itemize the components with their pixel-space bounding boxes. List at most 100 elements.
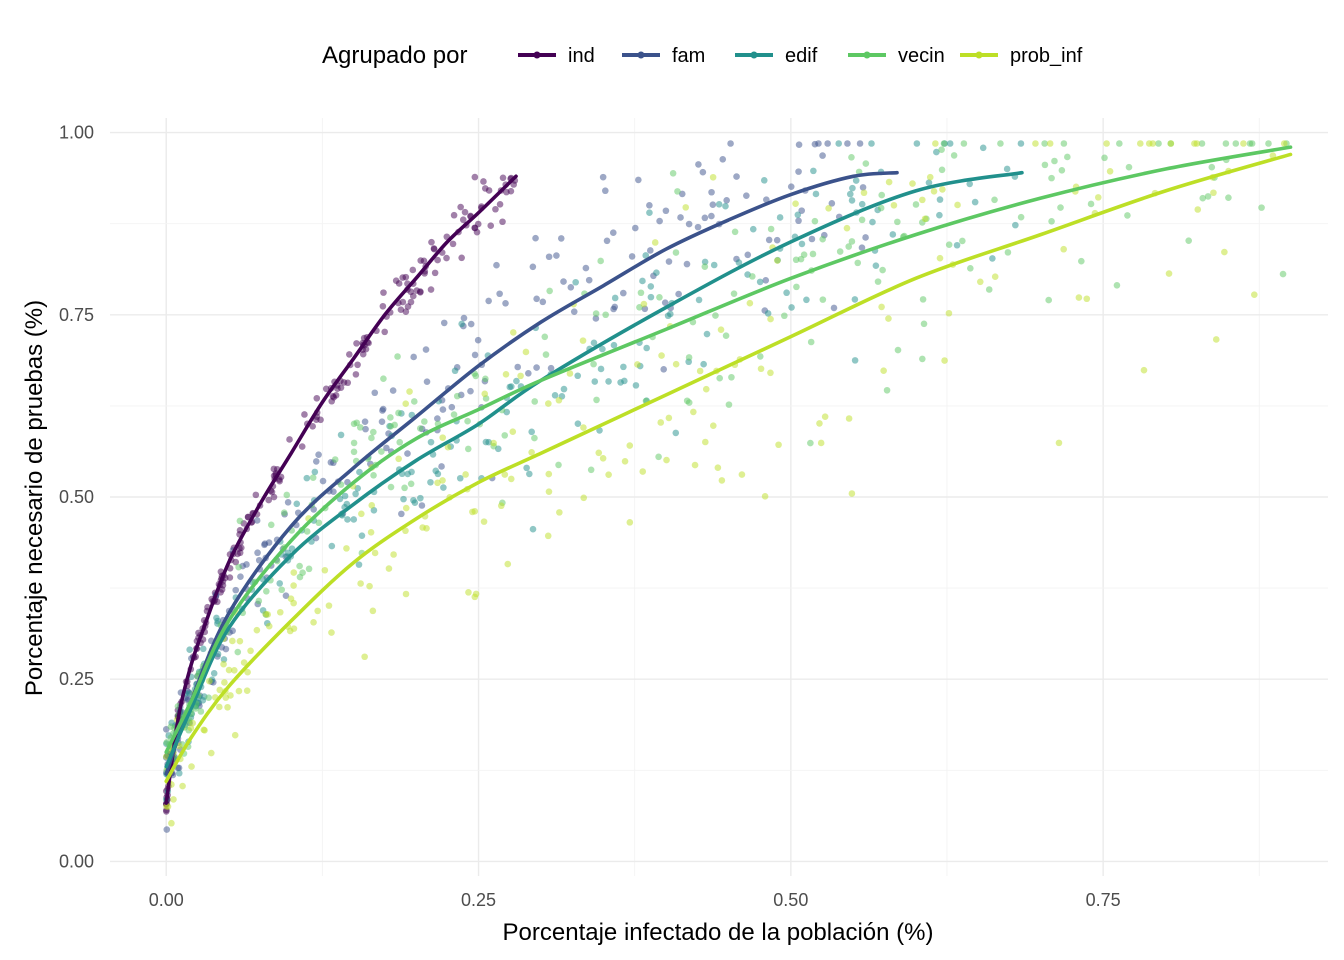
point-prob_inf: [634, 361, 641, 368]
point-vecin: [407, 480, 415, 488]
point-vecin: [731, 228, 739, 236]
point-fam: [222, 645, 230, 653]
point-vecin: [792, 256, 800, 264]
point-edif: [872, 262, 880, 269]
point-edif: [803, 296, 810, 304]
point-ind: [301, 411, 308, 418]
x-tick-label: 0.00: [149, 890, 184, 910]
point-vecin: [167, 723, 175, 730]
point-vecin: [464, 417, 471, 425]
point-edif: [851, 357, 859, 364]
point-vecin: [809, 250, 817, 258]
point-fam: [811, 140, 819, 148]
point-fam: [787, 183, 795, 190]
smooth-curves: [164, 145, 1293, 805]
point-fam: [539, 298, 547, 306]
point-fam: [423, 378, 431, 386]
curve-edif: [164, 170, 1024, 769]
point-edif: [572, 278, 579, 286]
point-edif: [1017, 140, 1025, 147]
point-fam: [727, 140, 734, 147]
point-prob_inf: [1140, 366, 1148, 374]
point-edif: [971, 198, 979, 206]
point-prob_inf: [761, 493, 769, 500]
point-fam: [439, 406, 447, 413]
legend-label-edif: edif: [785, 45, 818, 67]
point-prob_inf: [465, 589, 472, 596]
point-prob_inf: [1210, 189, 1217, 197]
point-vecin: [541, 333, 549, 341]
point-ind: [431, 269, 439, 277]
point-edif: [293, 500, 301, 508]
point-vecin: [997, 140, 1004, 147]
point-vecin: [701, 263, 709, 270]
point-vecin: [1051, 157, 1058, 165]
point-edif: [749, 225, 757, 233]
point-prob_inf: [885, 315, 892, 322]
point-edif: [417, 494, 424, 502]
point-ind: [407, 288, 415, 296]
y-axis-title: Porcentaje necesario de pruebas (%): [21, 300, 48, 696]
point-ind: [443, 254, 450, 262]
data-points: [162, 140, 1290, 833]
point-ind: [328, 397, 336, 405]
point-prob_inf: [1136, 140, 1144, 147]
point-vecin: [368, 434, 375, 442]
point-fam: [533, 295, 540, 303]
point-edif: [611, 294, 619, 302]
point-vecin: [1258, 204, 1265, 211]
point-edif: [695, 296, 703, 304]
point-prob_inf: [290, 582, 297, 589]
point-prob_inf: [890, 201, 898, 209]
point-fam: [798, 207, 805, 214]
point-vecin: [1048, 174, 1055, 182]
point-fam: [862, 234, 869, 241]
point-ind: [450, 211, 458, 219]
point-vecin: [1279, 270, 1287, 278]
point-vecin: [862, 160, 870, 167]
point-vecin: [685, 354, 693, 361]
point-fam: [733, 173, 740, 180]
point-fam: [532, 234, 539, 242]
point-prob_inf: [406, 388, 413, 395]
point-prob_inf: [290, 599, 297, 607]
x-tick-label: 0.25: [461, 890, 496, 910]
point-vecin: [1113, 281, 1121, 289]
point-prob_inf: [480, 518, 488, 525]
point-edif: [400, 495, 407, 503]
point-prob_inf: [1149, 140, 1157, 147]
point-prob_inf: [545, 488, 553, 495]
point-prob_inf: [696, 367, 704, 375]
point-vecin: [370, 471, 377, 479]
point-fam: [795, 168, 802, 175]
point-prob_inf: [1075, 294, 1083, 301]
point-prob_inf: [792, 200, 799, 207]
point-prob_inf: [767, 315, 774, 323]
point-edif: [507, 383, 515, 390]
point-fam: [175, 764, 183, 772]
point-prob_inf: [1280, 140, 1288, 147]
point-fam: [474, 336, 482, 344]
point-fam: [547, 364, 555, 372]
point-prob_inf: [253, 626, 261, 634]
point-fam: [828, 200, 836, 207]
point-prob_inf: [909, 180, 916, 187]
point-vecin: [728, 373, 735, 381]
point-vecin: [296, 562, 303, 570]
point-fam: [844, 140, 851, 147]
point-vecin: [960, 140, 968, 147]
point-vecin: [672, 249, 680, 256]
point-prob_inf: [509, 428, 517, 435]
point-fam: [773, 236, 781, 244]
point-prob_inf: [402, 590, 410, 598]
point-prob_inf: [1251, 291, 1258, 298]
point-prob_inf: [639, 468, 647, 475]
point-vecin: [945, 241, 953, 248]
point-fam: [858, 244, 866, 251]
point-prob_inf: [599, 454, 607, 462]
point-fam: [362, 425, 369, 433]
point-vecin: [1116, 140, 1123, 147]
legend-dot-edif: [750, 51, 758, 59]
point-edif: [210, 670, 218, 677]
